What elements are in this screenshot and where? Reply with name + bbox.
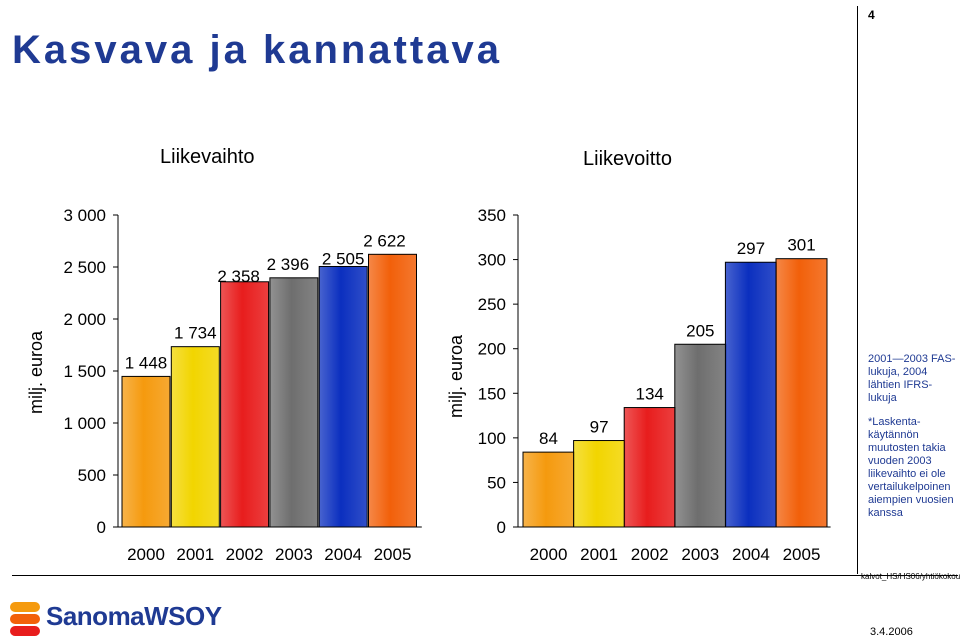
chart-title-revenue: Liikevaihto	[160, 146, 255, 168]
y-tick-label: 500	[78, 466, 106, 485]
x-tick-label: 2004	[324, 545, 362, 564]
footer-date: 3.4.2006	[870, 626, 913, 638]
x-tick-label: 2001	[176, 545, 214, 564]
data-label: 97	[590, 418, 609, 437]
x-tick-label: 2000	[127, 545, 165, 564]
bar	[269, 277, 319, 528]
bar	[623, 407, 676, 528]
data-label: 2 505	[322, 249, 365, 268]
y-tick-label: 100	[478, 429, 506, 448]
bar	[368, 253, 417, 528]
data-label: 2 396	[267, 255, 310, 274]
logo-stripe-middle	[10, 614, 40, 624]
x-tick-label: 2002	[226, 545, 264, 564]
y-tick-label: 150	[478, 384, 506, 403]
page-number: 4	[868, 8, 875, 22]
y-tick-label: 50	[487, 473, 506, 492]
y-tick-label: 250	[478, 295, 506, 314]
bar	[220, 281, 270, 528]
data-label: 301	[787, 236, 815, 255]
data-label: 2 622	[363, 231, 406, 250]
logo-stripe-bottom	[10, 626, 40, 636]
y-tick-label: 0	[97, 518, 106, 537]
data-label: 1 448	[125, 353, 168, 372]
sanomawsoy-logo	[10, 602, 40, 636]
bar	[724, 261, 777, 528]
data-label: 205	[686, 321, 714, 340]
vertical-divider	[857, 6, 858, 574]
y-tick-label: 350	[478, 206, 506, 225]
footer-reference: kalvot_HS/HS06/yhtiökokous0304	[861, 572, 960, 581]
page-title: Kasvava ja kannattava	[12, 28, 502, 72]
y-tick-label: 200	[478, 340, 506, 359]
y-tick-label: 2 000	[63, 310, 106, 329]
data-label: 84	[539, 429, 558, 448]
bar	[170, 346, 220, 528]
x-tick-label: 2005	[374, 545, 412, 564]
data-label: 134	[636, 385, 664, 404]
bar	[674, 343, 727, 528]
bar	[318, 265, 368, 528]
x-tick-label: 2002	[631, 545, 669, 564]
data-label: 1 734	[174, 324, 217, 343]
y-tick-label: 1 500	[63, 362, 106, 381]
x-tick-label: 2004	[732, 545, 770, 564]
note-comparability: *Laskenta-käytännön muutosten takia vuod…	[868, 416, 954, 519]
logo-stripe-top	[10, 602, 40, 612]
bar	[775, 258, 828, 528]
bar	[121, 375, 171, 528]
x-tick-label: 2003	[681, 545, 719, 564]
data-label: 297	[737, 239, 765, 258]
x-tick-label: 2003	[275, 545, 313, 564]
logo-text: SanomaWSOY	[46, 601, 222, 631]
y-tick-label: 0	[497, 518, 506, 537]
x-tick-label: 2001	[580, 545, 618, 564]
note-accounting-standard: 2001—2003 FAS-lukuja, 2004 lähtien IFRS-…	[868, 353, 956, 404]
footnotes: 2001—2003 FAS-lukuja, 2004 lähtien IFRS-…	[868, 353, 960, 531]
y-tick-label: 3 000	[63, 206, 106, 225]
y-tick-label: 1 000	[63, 414, 106, 433]
bar	[522, 451, 575, 528]
chart-title-profit: Liikevoitto	[583, 148, 672, 170]
footer-divider	[12, 575, 958, 576]
data-label: 2 358	[217, 267, 260, 286]
x-tick-label: 2005	[783, 545, 821, 564]
bar	[573, 440, 626, 528]
y-tick-label: 300	[478, 251, 506, 270]
y-tick-label: 2 500	[63, 258, 106, 277]
x-tick-label: 2000	[530, 545, 568, 564]
